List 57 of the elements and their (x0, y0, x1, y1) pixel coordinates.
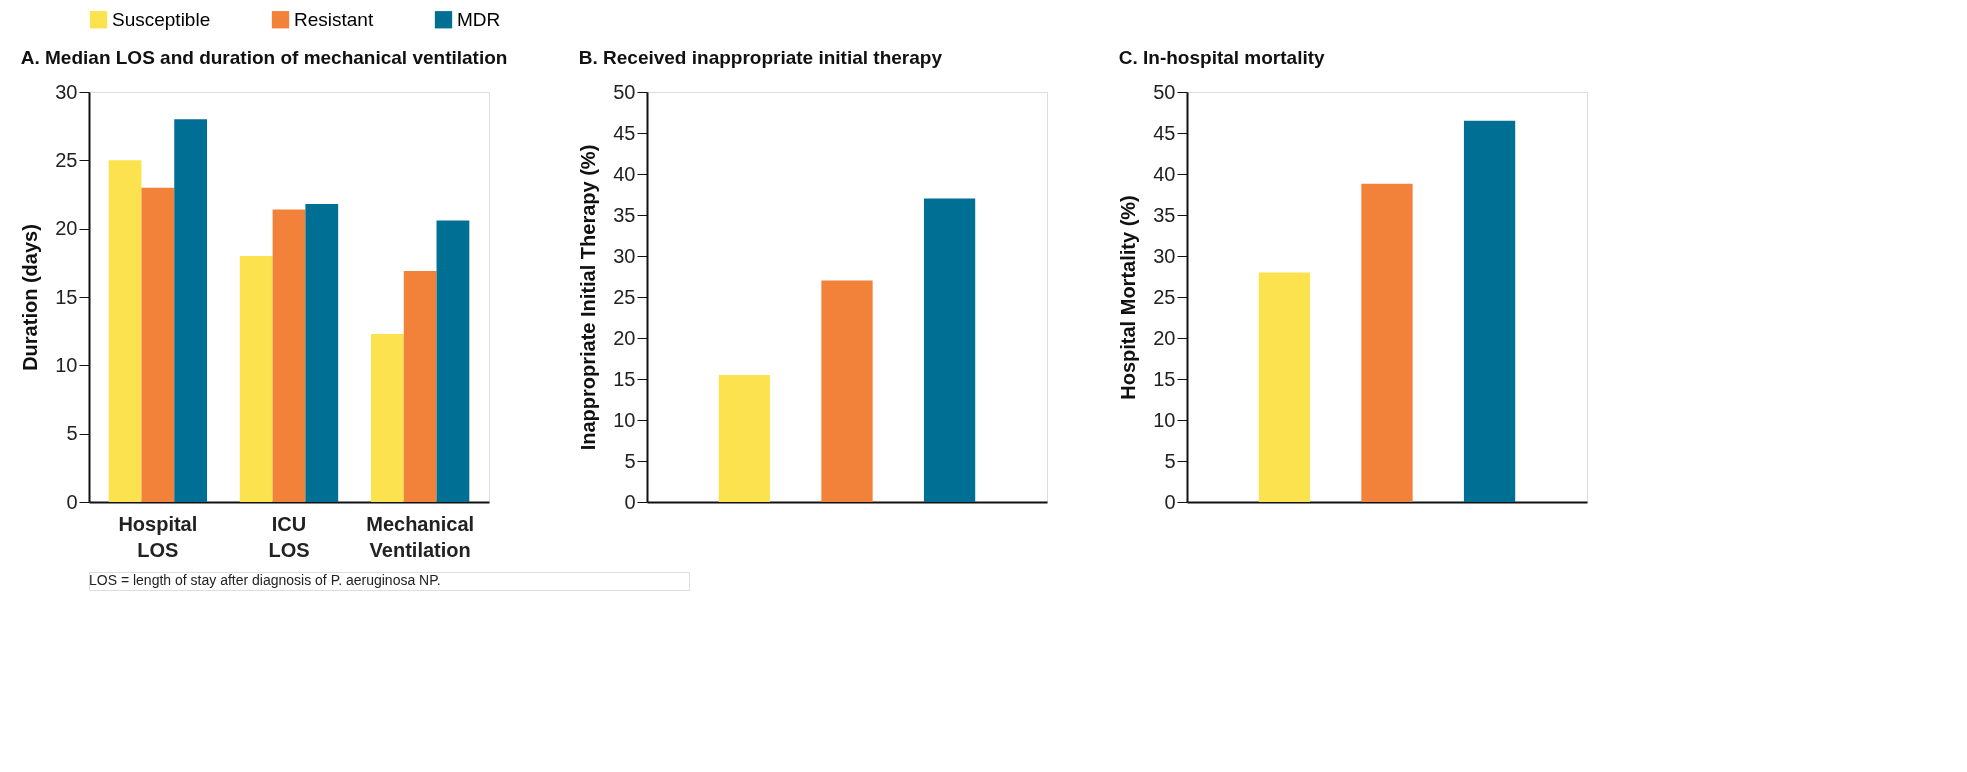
y-tick-label: 25 (1153, 285, 1176, 308)
y-tick-label: 5 (1164, 449, 1176, 472)
y-tick-label: 35 (613, 203, 636, 226)
bar (174, 119, 208, 502)
y-tick-label: 10 (613, 408, 636, 431)
y-tick-label: 50 (1153, 80, 1176, 103)
bar (239, 256, 273, 502)
y-tick-label: 0 (624, 490, 636, 513)
bar (370, 333, 404, 502)
bar (718, 374, 771, 502)
legend-label: MDR (457, 8, 501, 30)
y-tick-label: 40 (1153, 162, 1176, 185)
x-tick-label: ICU LOS (268, 512, 310, 561)
bar (305, 204, 339, 502)
y-tick-label: 5 (66, 422, 78, 445)
y-tick-label: 15 (55, 285, 78, 308)
legend-label: Resistant (294, 8, 374, 30)
y-tick-label: 20 (55, 217, 78, 240)
y-tick-label: 30 (55, 80, 78, 103)
y-tick-label: 25 (55, 148, 78, 171)
x-tick-label: Hospital LOS (118, 512, 198, 561)
y-axis-title: Inappropriate Initial Therapy (%) (577, 144, 600, 451)
bar (1463, 120, 1516, 502)
y-tick-label: 15 (1153, 367, 1176, 390)
y-tick-label: 40 (613, 162, 636, 185)
legend-label: Susceptible (112, 8, 211, 30)
y-tick-label: 5 (624, 449, 636, 472)
bar (1258, 272, 1311, 502)
bar (1361, 183, 1413, 502)
bar (821, 280, 873, 502)
bar (272, 209, 306, 502)
y-tick-label: 0 (1164, 490, 1176, 513)
bar (436, 220, 470, 502)
y-tick-label: 20 (613, 326, 636, 349)
y-tick-label: 50 (613, 80, 636, 103)
y-axis-title: Duration (days) (19, 224, 42, 371)
chart-title: B. Received inappropriate initial therapy (578, 47, 943, 68)
y-tick-label: 15 (613, 367, 636, 390)
y-tick-label: 10 (1153, 408, 1176, 431)
text: LOS = length of stay after diagnosis of P. aeruginosa NP. (89, 572, 441, 588)
bar (403, 271, 437, 502)
y-tick-label: 35 (1153, 203, 1176, 226)
chart-title: A. Median LOS and duration of mechanical ventilation (20, 47, 508, 68)
y-tick-label: 30 (1153, 244, 1176, 267)
y-tick-label: 25 (613, 285, 636, 308)
bar (108, 160, 142, 502)
bar (923, 198, 976, 502)
y-tick-label: 0 (66, 490, 78, 513)
y-tick-label: 10 (55, 353, 78, 376)
y-tick-label: 20 (1153, 326, 1176, 349)
y-tick-label: 45 (1153, 121, 1176, 144)
bar (141, 187, 175, 502)
y-tick-label: 45 (613, 121, 636, 144)
y-tick-label: 30 (613, 244, 636, 267)
x-tick-label: Mechanical Ventilation (366, 512, 475, 561)
chart-title: C. In-hospital mortality (1118, 47, 1326, 68)
y-axis-title: Hospital Mortality (%) (1117, 195, 1140, 400)
